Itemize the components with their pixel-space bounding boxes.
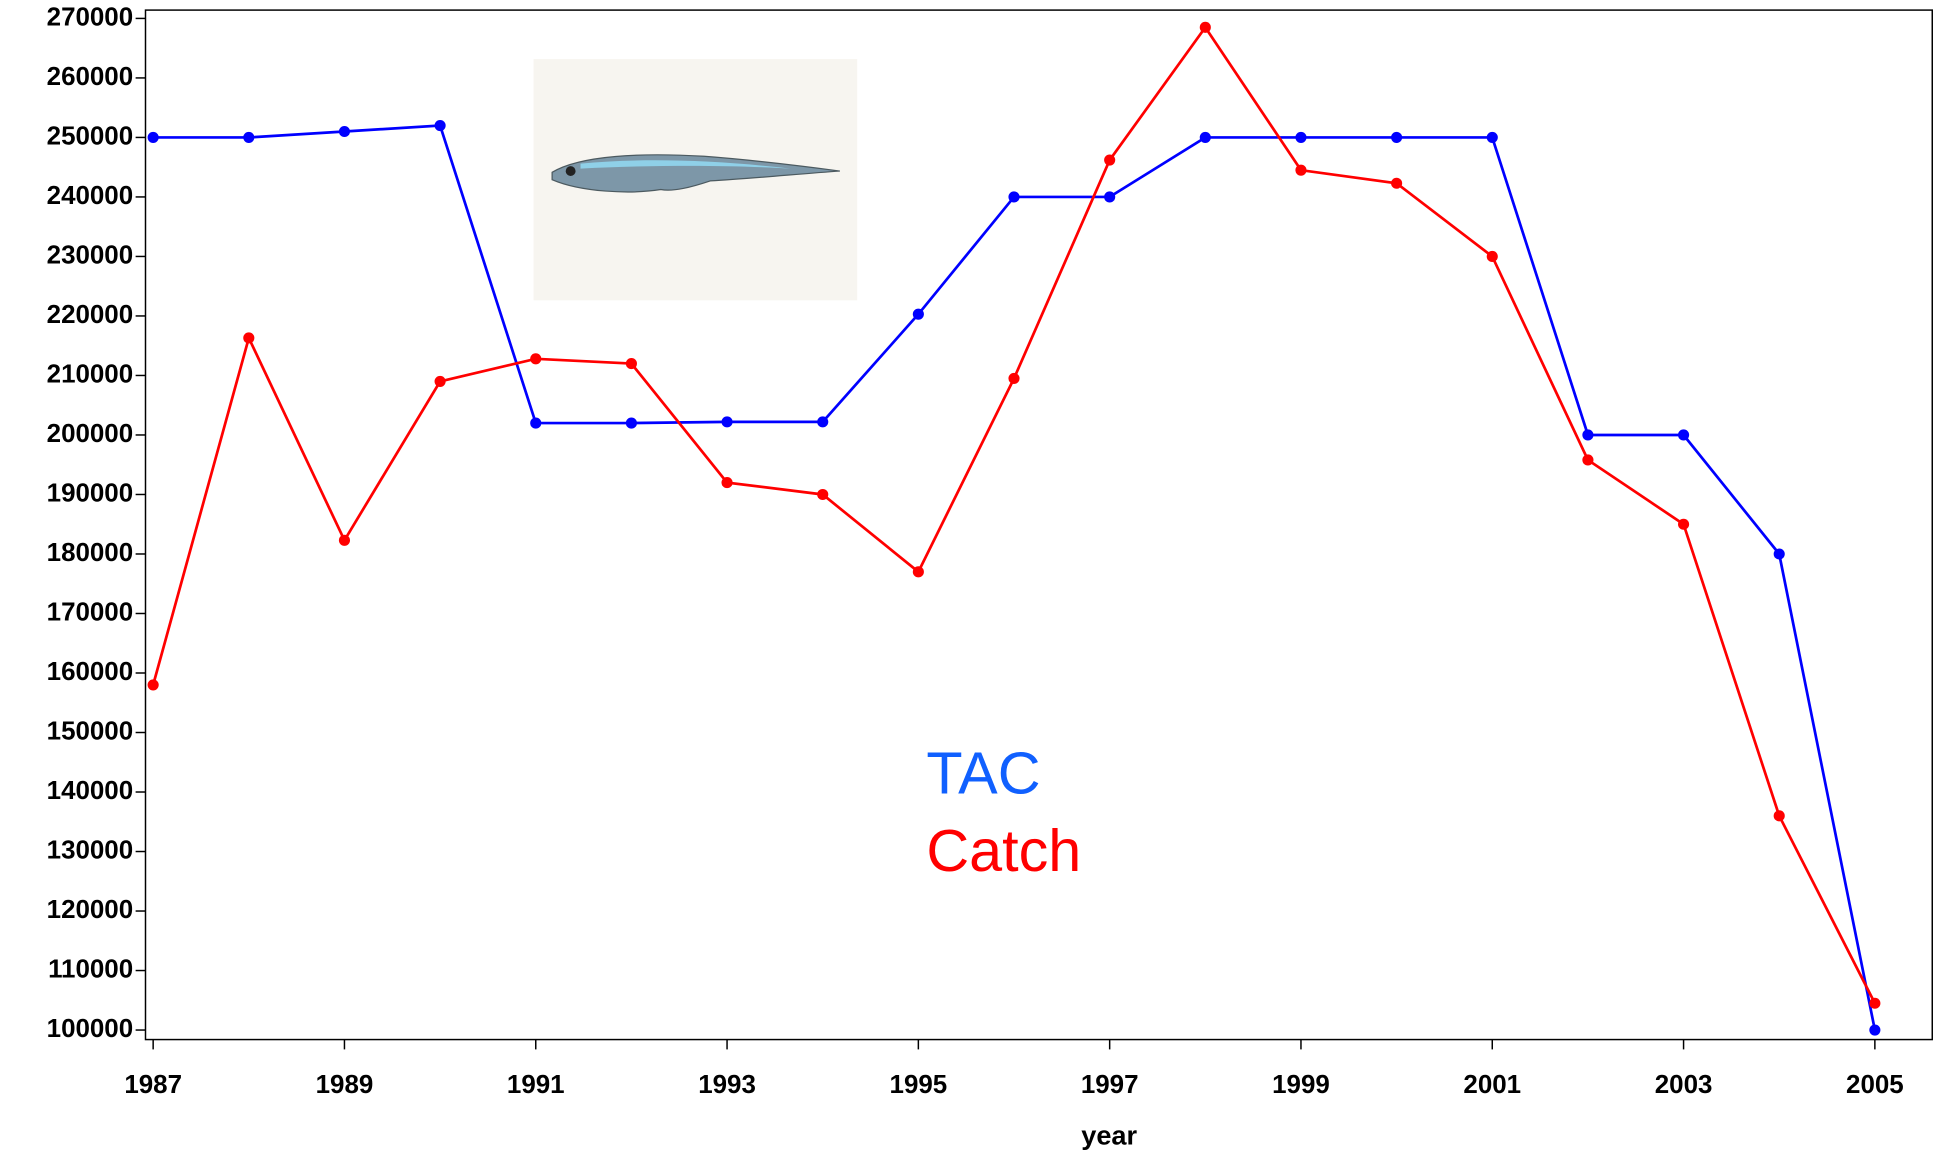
y-tick-label: 250000: [47, 122, 133, 150]
data-point: [243, 332, 254, 343]
y-tick-label: 170000: [47, 598, 133, 626]
data-point: [1200, 132, 1211, 143]
y-tick-label: 120000: [47, 896, 133, 924]
y-tick-label: 260000: [47, 63, 133, 91]
legend-entry: Catch: [926, 817, 1081, 884]
fish-image: [534, 59, 858, 300]
x-tick-label: 2001: [1463, 1071, 1521, 1099]
chart: year TAC Catch 100000 110000 120000 130000 1…: [0, 0, 1933, 1163]
y-tick-label: 140000: [47, 777, 133, 805]
data-point: [913, 566, 924, 577]
y-tick-label: 230000: [47, 241, 133, 269]
x-tick-label: 1999: [1272, 1071, 1330, 1099]
data-point: [1678, 429, 1689, 440]
data-point: [1008, 191, 1019, 202]
y-tick-label: 130000: [47, 836, 133, 864]
y-tick-label: 190000: [47, 479, 133, 507]
data-point: [721, 416, 732, 427]
y-tick-label: 210000: [47, 360, 133, 388]
y-tick-label: 160000: [47, 658, 133, 686]
data-point: [1295, 165, 1306, 176]
x-tick-label: 1997: [1081, 1071, 1139, 1099]
data-point: [1487, 251, 1498, 262]
data-point: [1295, 132, 1306, 143]
data-point: [435, 376, 446, 387]
data-point: [1008, 373, 1019, 384]
data-point: [1104, 191, 1115, 202]
data-point: [148, 132, 159, 143]
plot-frame: [145, 10, 1932, 1039]
fish-eye: [566, 166, 576, 176]
data-point: [626, 358, 637, 369]
data-point: [339, 126, 350, 137]
y-tick-label: 240000: [47, 182, 133, 210]
x-tick-label: 1991: [507, 1071, 565, 1099]
data-point: [1869, 998, 1880, 1009]
y-tick-label: 110000: [48, 955, 133, 983]
data-point: [1487, 132, 1498, 143]
data-point: [1104, 155, 1115, 166]
data-point: [530, 353, 541, 364]
data-point: [1582, 429, 1593, 440]
data-point: [721, 477, 732, 488]
data-point: [243, 132, 254, 143]
x-tick-label: 1987: [124, 1071, 182, 1099]
data-point: [817, 416, 828, 427]
x-tick-label: 1993: [698, 1071, 756, 1099]
x-tick-label: 2003: [1655, 1071, 1713, 1099]
y-tick-label: 180000: [47, 539, 133, 567]
data-point: [1391, 178, 1402, 189]
x-tick-label: 1989: [316, 1071, 374, 1099]
data-point: [339, 535, 350, 546]
data-point: [1200, 22, 1211, 33]
data-point: [148, 679, 159, 690]
x-axis-label: year: [1081, 1120, 1137, 1151]
y-tick-label: 220000: [47, 301, 133, 329]
y-tick-label: 270000: [47, 3, 133, 31]
data-point: [913, 309, 924, 320]
data-point: [530, 418, 541, 429]
y-tick-label: 100000: [47, 1015, 133, 1043]
x-tick-label: 2005: [1846, 1071, 1904, 1099]
series-line: [153, 126, 1875, 1031]
data-point: [1391, 132, 1402, 143]
data-point: [435, 120, 446, 131]
y-tick-label: 150000: [47, 717, 133, 745]
data-point: [1774, 548, 1785, 559]
data-point: [1774, 810, 1785, 821]
legend-entry: TAC: [926, 740, 1040, 807]
x-tick-label: 1995: [890, 1071, 948, 1099]
y-tick-label: 200000: [47, 420, 133, 448]
data-point: [626, 418, 637, 429]
data-point: [817, 489, 828, 500]
data-point: [1678, 519, 1689, 530]
data-point: [1582, 454, 1593, 465]
data-point: [1869, 1025, 1880, 1036]
